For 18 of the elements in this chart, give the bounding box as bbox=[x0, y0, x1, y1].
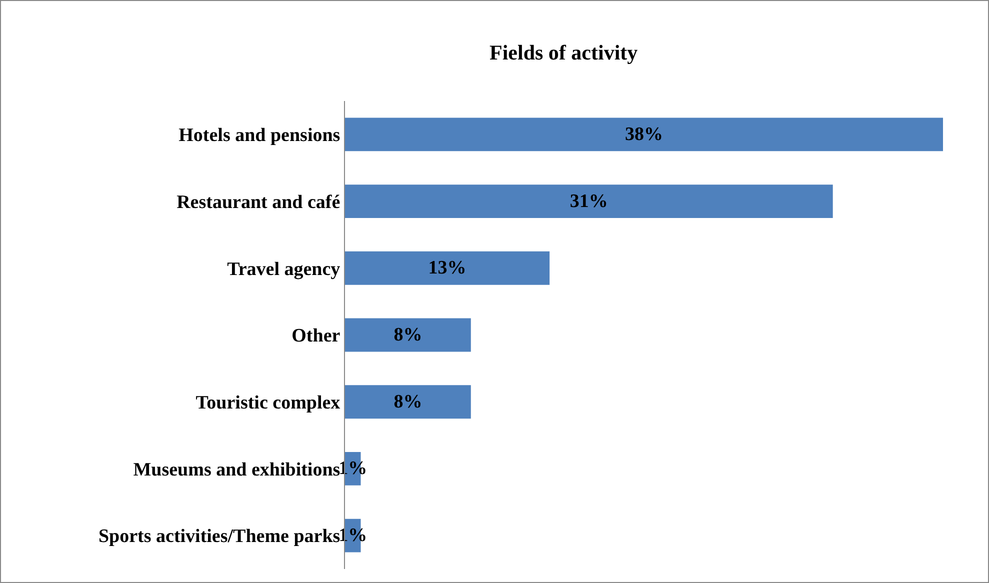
y-tick-label: Travel agency bbox=[227, 258, 341, 280]
y-tick-label: Hotels and pensions bbox=[178, 125, 340, 146]
y-tick-label: Museums and exhibitions bbox=[133, 459, 340, 480]
data-label: 8% bbox=[394, 391, 422, 412]
y-tick-label: Other bbox=[292, 326, 341, 347]
bar bbox=[345, 251, 550, 285]
chart-title: Fields of activity bbox=[490, 40, 638, 64]
bar bbox=[345, 318, 471, 352]
data-label: 8% bbox=[394, 324, 422, 346]
data-label: 13% bbox=[428, 258, 466, 279]
data-label: 31% bbox=[570, 190, 608, 212]
bar bbox=[345, 184, 833, 218]
y-tick-label: Sports activities/Theme parks bbox=[98, 526, 340, 548]
bar bbox=[345, 118, 943, 152]
y-tick-label: Restaurant and café bbox=[176, 192, 340, 213]
y-tick-label: Touristic complex bbox=[196, 392, 341, 414]
data-label: 38% bbox=[625, 124, 663, 145]
bar bbox=[345, 385, 471, 419]
